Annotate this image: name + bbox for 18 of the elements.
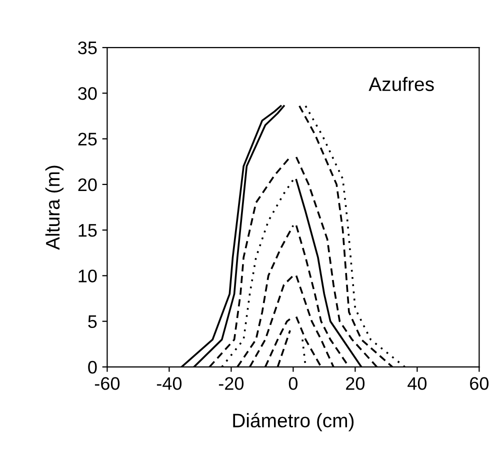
x-tick-label: -20 [218, 377, 244, 390]
y-tick-label: 10 [78, 270, 97, 282]
x-axis-title: Diámetro (cm) [233, 412, 354, 432]
y-tick-label: 5 [88, 315, 97, 328]
y-tick-label: 15 [78, 224, 97, 237]
x-tick-label: 40 [408, 377, 427, 390]
y-tick-label: 25 [78, 132, 97, 146]
annotation: Azufres [368, 76, 434, 92]
y-tick-label: 35 [78, 42, 97, 54]
y-tick-label: 0 [88, 360, 97, 374]
x-tick-label: 0 [288, 377, 298, 390]
x-tick-label: -40 [156, 377, 182, 390]
x-tick-label: -60 [94, 377, 120, 390]
x-tick-label: 60 [470, 377, 489, 390]
y-tick-label: 30 [78, 87, 97, 100]
x-tick-label: 20 [346, 377, 365, 390]
y-tick-label: 20 [78, 178, 97, 192]
y-axis-title: Altura (m) [45, 166, 64, 250]
